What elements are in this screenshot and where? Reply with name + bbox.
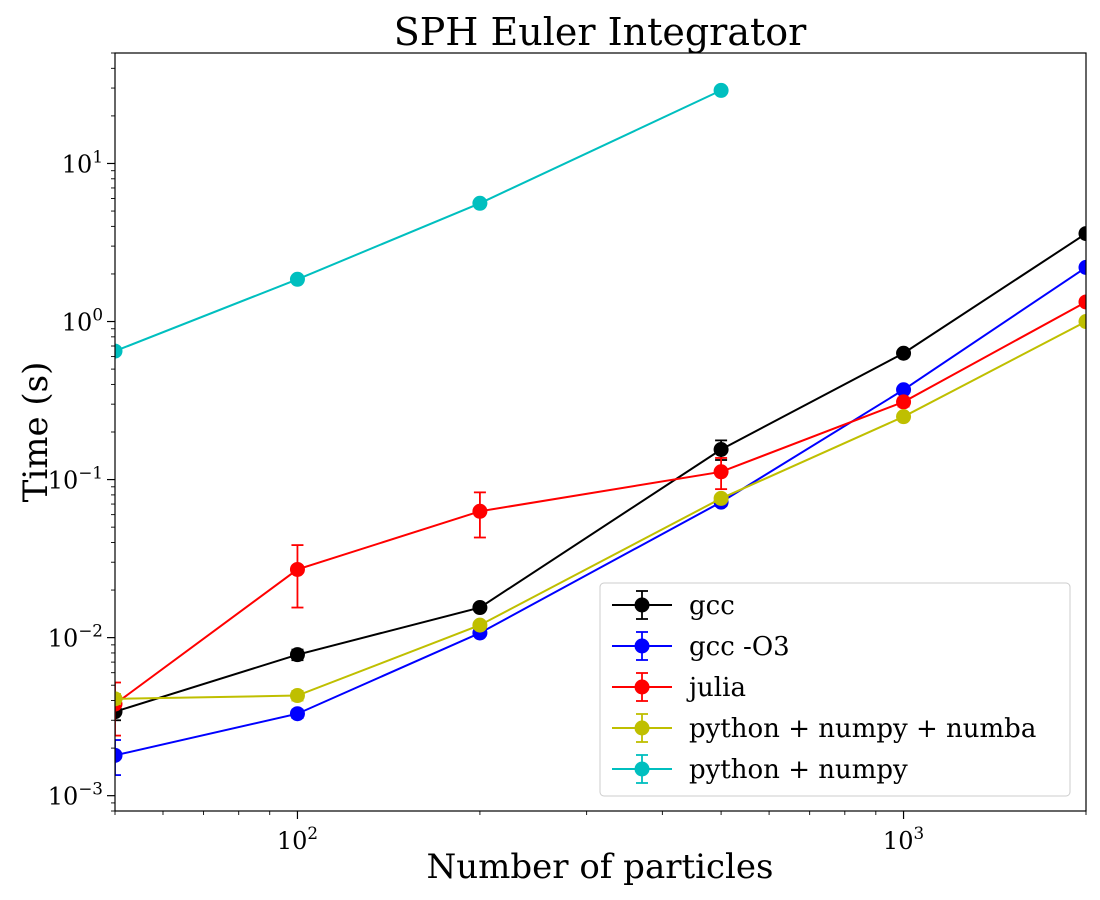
- legend-marker: [634, 679, 650, 695]
- legend-box: [599, 582, 1071, 797]
- y-axis-label: Time (s): [16, 362, 56, 503]
- series-line: [115, 320, 1086, 700]
- legend-label: gcc: [689, 591, 735, 621]
- legend-entry: python + numpy: [612, 754, 908, 785]
- legend-marker: [634, 720, 650, 736]
- data-point: [1078, 314, 1086, 330]
- data-point: [115, 747, 123, 763]
- series-3: [115, 314, 1086, 707]
- x-axis-label: Number of particles: [426, 847, 773, 887]
- data-point: [896, 409, 912, 425]
- x-tick-label: 102: [277, 823, 318, 855]
- y-tick-label: 100: [62, 304, 103, 336]
- legend-marker: [634, 638, 650, 654]
- x-axis: 102 103: [114, 811, 1087, 855]
- plot-area: [114, 52, 1087, 812]
- data-point: [115, 343, 123, 359]
- series-0: [115, 226, 1086, 722]
- legend-entry: gcc -O3: [612, 631, 790, 662]
- legend-label: julia: [686, 673, 746, 703]
- data-point: [713, 490, 729, 506]
- series-line: [115, 89, 722, 353]
- series-4: [115, 82, 729, 359]
- y-tick-label: 10−1: [48, 462, 103, 494]
- legend-label: python + numpy + numba: [689, 714, 1036, 744]
- series-line: [115, 232, 1086, 713]
- data-point: [896, 345, 912, 361]
- data-point: [289, 561, 305, 577]
- series-line: [115, 301, 1086, 705]
- y-tick-label: 10−2: [48, 621, 103, 653]
- data-point: [472, 600, 488, 616]
- data-point: [1078, 226, 1086, 242]
- data-point: [289, 271, 305, 287]
- legend-marker: [634, 761, 650, 777]
- legend-marker: [634, 597, 650, 613]
- legend-label: python + numpy: [689, 755, 908, 785]
- y-tick-label: 10−3: [48, 779, 103, 811]
- series-line: [115, 266, 1086, 757]
- data-point: [896, 382, 912, 398]
- legend-entry: python + numpy + numba: [612, 713, 1036, 744]
- legend-label: gcc -O3: [689, 632, 790, 662]
- data-point: [472, 617, 488, 633]
- data-point: [1078, 259, 1086, 275]
- data-point: [289, 688, 305, 704]
- data-point: [713, 441, 729, 457]
- chart-title: SPH Euler Integrator: [394, 10, 807, 54]
- legend-entry: julia: [612, 672, 746, 703]
- x-tick-label: 103: [883, 823, 924, 855]
- data-point: [713, 82, 729, 98]
- data-point: [115, 691, 123, 707]
- y-axis: 10−3 10−2 10−1 100 101: [48, 52, 115, 812]
- data-point: [289, 647, 305, 663]
- data-point: [472, 195, 488, 211]
- legend: gcc gcc -O3 julia python + numpy + numba pyt…: [599, 582, 1071, 797]
- data-point: [472, 503, 488, 519]
- data-point: [1078, 294, 1086, 310]
- data-point: [896, 394, 912, 410]
- series-layer: [115, 82, 1086, 776]
- data-point: [289, 706, 305, 722]
- legend-entry: gcc: [612, 590, 735, 621]
- data-point: [713, 464, 729, 480]
- y-tick-label: 101: [62, 146, 103, 178]
